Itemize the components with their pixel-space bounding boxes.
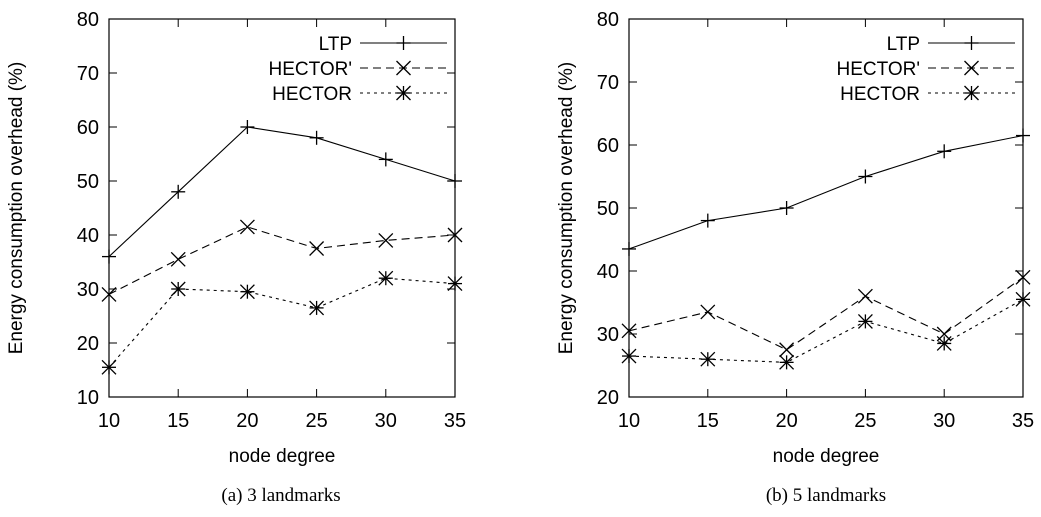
chart-b-legend-marker: [964, 36, 979, 50]
chart-a-series-hector-point: [239, 219, 255, 235]
chart-b-legend-marker: [964, 60, 979, 76]
chart-b-series-hector-point: [1015, 269, 1031, 285]
chart-a-series-hector-point: [378, 270, 394, 286]
chart-a-x-tick-label: 30: [375, 410, 397, 432]
chart-a-series-hector-point: [170, 251, 186, 267]
chart-a-plot-frame: [108, 18, 456, 398]
chart-a-y-tick-label: 80: [77, 9, 99, 31]
chart-a-y-tick-label: 10: [77, 387, 99, 409]
chart-b-y-tick-label: 30: [597, 324, 619, 346]
chart-a-x-tick-label: 10: [98, 410, 120, 432]
chart-b-series-hector-line: [628, 276, 1024, 351]
chart-a-y-axis-label: Energy consumption overhead (%): [6, 62, 27, 355]
chart-a-series-hector: [101, 270, 463, 375]
chart-b-x-tick-label: 10: [618, 410, 640, 432]
chart-b-series-ltp-point: [622, 241, 636, 256]
chart-a-x-tick-label: 35: [444, 410, 466, 432]
chart-b-x-tick-label: 30: [933, 410, 955, 432]
chart-b-legend-label: HECTOR': [836, 59, 920, 80]
chart-a-series-hector-line: [108, 277, 456, 368]
chart-a-y-tick-label: 30: [77, 279, 99, 301]
chart-a-y-tick-label: 70: [77, 63, 99, 85]
chart-a: 10 20 30 40 50 60 70 80 10 15 20 25 30 35 node degree E…: [6, 9, 466, 506]
chart-b-y-tick-label: 40: [597, 261, 619, 283]
chart-b-legend-marker: [964, 85, 979, 101]
chart-b-series-ltp-line: [628, 135, 1024, 250]
chart-a-series-hector: [101, 219, 463, 302]
chart-b-legend-label: HECTOR: [840, 84, 920, 105]
chart-a-legend-label: HECTOR': [268, 59, 352, 80]
chart-b-series-hector-point: [621, 348, 637, 364]
chart-b-series-hector-point: [857, 313, 873, 329]
chart-a-caption: (a) 3 landmarks: [221, 485, 340, 506]
chart-a-series-ltp-point: [309, 130, 324, 145]
chart-b-plot-frame: [628, 18, 1024, 398]
chart-b-x-tick-label: 15: [697, 410, 719, 432]
chart-a-y-tick-label: 20: [77, 333, 99, 355]
chart-b-series-ltp-point: [700, 213, 715, 228]
chart-a-y-tick-label: 40: [77, 225, 99, 247]
chart-b-series-hector-point: [700, 304, 716, 320]
chart-b-series-hector-line: [628, 298, 1024, 363]
chart-a-series-hector-point: [101, 359, 117, 375]
chart-a-y-tick-label: 50: [77, 171, 99, 193]
chart-a-series-ltp-point: [171, 184, 186, 199]
chart-a-series-hector-point: [239, 284, 255, 300]
chart-a-series-ltp-point: [448, 174, 462, 188]
chart-a-series-hector-line: [108, 226, 456, 295]
chart-b-y-axis-label: Energy consumption overhead (%): [556, 62, 577, 355]
chart-b-caption: (b) 5 landmarks: [766, 485, 886, 506]
chart-b-series-ltp-point: [937, 144, 952, 159]
chart-a-series-ltp: [102, 120, 462, 264]
chart-b-legend-label: LTP: [887, 34, 920, 55]
chart-a-x-tick-label: 15: [167, 410, 189, 432]
chart-b-series-ltp-point: [1016, 128, 1030, 143]
chart-a-legend-label: LTP: [319, 34, 352, 55]
chart-b-y-tick-label: 20: [597, 387, 619, 409]
chart-b-x-tick-label: 20: [775, 410, 797, 432]
chart-b-series-hector-point: [936, 335, 952, 351]
chart-a-series-hector-point: [447, 276, 463, 292]
chart-a-series-ltp-point: [240, 120, 255, 134]
chart-b-series-hector: [621, 269, 1031, 358]
chart-b-series-hector-point: [857, 288, 873, 304]
chart-a-series-hector-point: [101, 286, 117, 302]
chart-b-x-tick-label: 35: [1012, 410, 1034, 432]
chart-b-series-hector-point: [1015, 291, 1031, 307]
chart-a-series-ltp-point: [378, 152, 393, 167]
chart-b-series-hector-point: [779, 354, 795, 370]
chart-b-y-tick-label: 50: [597, 198, 619, 220]
chart-a-legend-marker: [396, 60, 411, 76]
chart-a-series-hector-point: [309, 300, 325, 316]
chart-b-y-tick-label: 80: [597, 9, 619, 31]
chart-a-y-tick-label: 60: [77, 117, 99, 139]
chart-b-x-axis-label: node degree: [773, 446, 880, 467]
chart-b: 20 30 40 50 60 70 80 10 15 20 25 30 35 node degree Ene…: [556, 9, 1034, 506]
chart-b-y-tick-label: 70: [597, 72, 619, 94]
chart-a-series-ltp-point: [102, 249, 116, 264]
chart-b-series-hector-point: [700, 351, 716, 367]
chart-a-legend-marker: [396, 36, 411, 50]
chart-a-legend-label: HECTOR: [272, 84, 352, 105]
chart-a-series-hector-point: [309, 241, 325, 256]
chart-a-legend-marker: [396, 85, 411, 101]
chart-b-series-hector-point: [621, 323, 637, 339]
chart-b-series-hector-point: [779, 342, 795, 358]
chart-a-x-tick-label: 20: [236, 410, 258, 432]
chart-b-series-ltp-point: [858, 169, 873, 184]
chart-a-series-hector-point: [170, 281, 186, 297]
chart-a-series-hector-point: [447, 227, 463, 243]
chart-b-series-ltp: [622, 128, 1030, 256]
chart-b-series-hector: [621, 291, 1031, 370]
chart-b-y-tick-label: 60: [597, 135, 619, 157]
chart-a-series-ltp-line: [108, 126, 456, 258]
chart-b-x-tick-label: 25: [854, 410, 876, 432]
chart-a-x-axis-label: node degree: [229, 446, 336, 467]
chart-a-x-tick-label: 25: [305, 410, 327, 432]
chart-a-series-hector-point: [378, 232, 394, 248]
chart-b-series-ltp-point: [779, 201, 794, 215]
